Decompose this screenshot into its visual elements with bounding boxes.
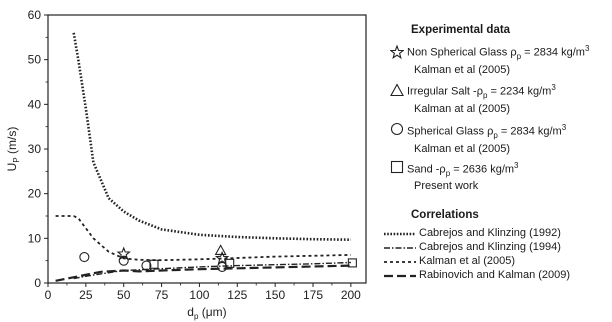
legend-label-text: Irregular Salt -	[407, 85, 477, 98]
data-point-circle	[79, 252, 90, 263]
series-line-dotted	[72, 32, 351, 241]
legend-label-correlation: Kalman et al (2005)	[419, 255, 515, 267]
legend-reference: Kalman et al (2005)	[414, 64, 510, 76]
y-tick-label: 0	[34, 276, 41, 290]
x-tick-label: 125	[227, 288, 247, 302]
x-tick-label: 25	[79, 288, 93, 302]
dash-dot-line-icon	[384, 247, 416, 249]
y-tick-label: 60	[28, 8, 42, 22]
y-tick-label: 50	[28, 53, 42, 67]
x-tick-label: 0	[45, 288, 52, 302]
legend-reference: Kalman at al (2005)	[414, 103, 510, 115]
rho-subscript: p	[482, 90, 488, 100]
rho-subscript: p	[516, 51, 522, 61]
cube-superscript: 3	[551, 83, 556, 92]
cube-superscript: 3	[584, 44, 590, 53]
long-dash-line-icon	[384, 274, 416, 278]
data-point-square	[347, 258, 357, 268]
data-point-star	[214, 250, 230, 265]
legend-correlations-title: Correlations	[411, 209, 479, 221]
series-line-short-dash	[55, 215, 351, 262]
circle-marker-icon	[390, 122, 404, 136]
legend-label-nonspherical-glass: Non Spherical Glass ρp = 2834 kg/m3	[407, 44, 589, 61]
legend-density-text: = 2834 kg/m	[521, 46, 585, 59]
x-axis-label: dp (μm)	[187, 305, 226, 321]
x-tick-label: 50	[117, 288, 131, 302]
rho-symbol: ρ	[476, 85, 483, 98]
rho-symbol: ρ	[487, 125, 494, 138]
data-point-square	[149, 259, 159, 269]
y-tick-label: 20	[28, 187, 42, 201]
data-point-circle	[118, 255, 129, 266]
y-tick-label: 40	[28, 97, 42, 111]
legend-label-text: Non Spherical Glass	[407, 46, 511, 59]
legend-label-text: Spherical Glass	[407, 125, 488, 138]
y-tick-label: 10	[28, 231, 42, 245]
legend-label-correlation: Cabrejos and Klinzing (1992)	[419, 227, 561, 239]
data-point-triangle	[214, 244, 227, 255]
legend-label-text: Sand -	[407, 163, 440, 176]
y-axis-label: UP (m/s)	[5, 127, 21, 172]
legend-density-text: = 2636 kg/m	[450, 163, 515, 176]
legend-reference: Kalman et al (2005)	[414, 143, 510, 155]
legend-experimental-title: Experimental data	[411, 24, 511, 36]
legend-density-text: = 2834 kg/m	[497, 125, 562, 138]
legend-density-text: = 2234 kg/m	[487, 85, 552, 98]
legend-label-spherical-glass: Spherical Glass ρp = 2834 kg/m3	[407, 123, 566, 140]
data-point-square	[225, 258, 235, 268]
short-dash-line-icon	[384, 261, 416, 263]
x-tick-label: 175	[303, 288, 323, 302]
y-tick-label: 30	[28, 142, 42, 156]
cube-superscript: 3	[514, 161, 519, 170]
star-marker-icon	[390, 45, 404, 59]
dotted-line-icon	[384, 232, 416, 236]
x-tick-label: 200	[341, 288, 361, 302]
rho-symbol: ρ	[510, 46, 517, 59]
legend-label-sand: Sand -ρp = 2636 kg/m3	[407, 161, 519, 178]
x-tick-label: 75	[155, 288, 169, 302]
series-line-long-dash	[55, 264, 351, 282]
rho-symbol: ρ	[439, 163, 446, 176]
rho-subscript: p	[445, 168, 451, 178]
legend-label-irregular-salt: Irregular Salt -ρp = 2234 kg/m3	[407, 83, 556, 100]
legend-label-correlation: Cabrejos and Klinzing (1994)	[419, 241, 561, 253]
legend-label-correlation: Rabinovich and Kalman (2009)	[419, 269, 571, 281]
legend-reference: Present work	[414, 180, 479, 192]
cube-superscript: 3	[561, 123, 567, 132]
plot-frame	[47, 14, 367, 284]
square-marker-icon	[390, 160, 404, 174]
triangle-marker-icon	[390, 83, 404, 97]
data-point-circle	[141, 260, 152, 271]
series-line-dash-dot	[73, 261, 351, 280]
x-tick-label: 150	[265, 288, 285, 302]
rho-subscript: p	[493, 130, 498, 140]
x-tick-label: 100	[189, 288, 209, 302]
